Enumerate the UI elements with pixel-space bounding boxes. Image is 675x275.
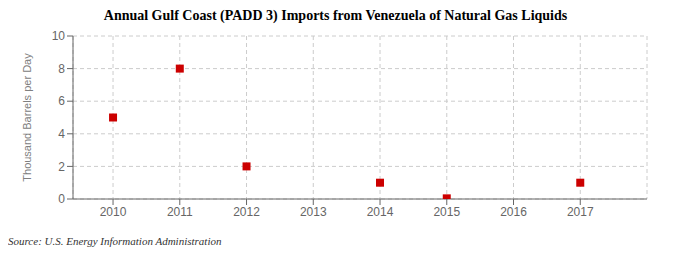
svg-text:2010: 2010 [100, 205, 127, 219]
html-text:Source: U.S. Energy Informatio: Source: U.S. Energy Information Administ… [8, 235, 222, 247]
svg-text:2: 2 [58, 160, 65, 174]
svg-text:2016: 2016 [500, 205, 527, 219]
svg-text:Thousand Barrels per Day: Thousand Barrels per Day [21, 53, 33, 182]
svg-text:2012: 2012 [233, 205, 260, 219]
svg-text:2013: 2013 [300, 205, 327, 219]
svg-text:2017: 2017 [567, 205, 594, 219]
svg-text:0: 0 [58, 192, 65, 206]
svg-text:2015: 2015 [433, 205, 460, 219]
svg-text:2014: 2014 [367, 205, 394, 219]
svg-text:8: 8 [58, 62, 65, 76]
svg-text:4: 4 [58, 127, 65, 141]
svg-text:10: 10 [52, 29, 66, 43]
svg-text:2011: 2011 [167, 205, 193, 219]
html-text:Annual Gulf Coast (PADD 3) Imp: Annual Gulf Coast (PADD 3) Imports from … [103, 8, 568, 23]
svg-text:6: 6 [58, 94, 65, 108]
